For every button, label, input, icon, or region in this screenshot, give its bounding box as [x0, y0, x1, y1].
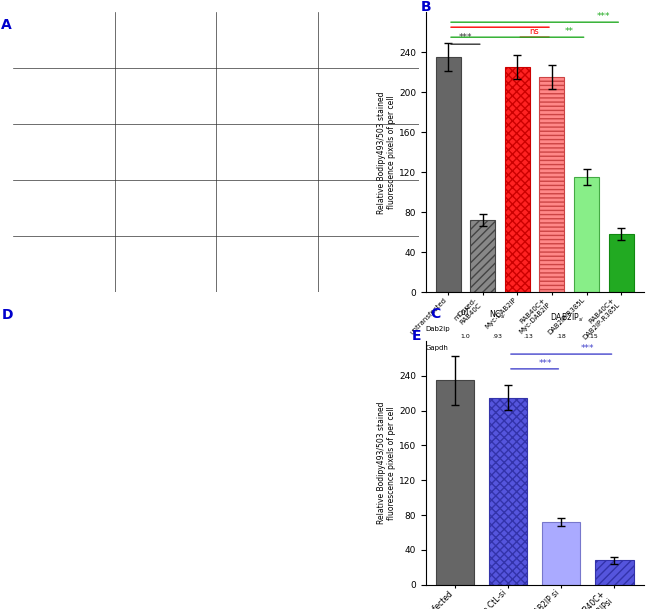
Text: Bodipy493/503: Bodipy493/503 — [31, 16, 89, 26]
Text: RAB40C: RAB40C — [17, 38, 42, 43]
Text: D: D — [2, 308, 14, 322]
Bar — [540, 77, 564, 292]
Bar — [470, 220, 495, 292]
Bar — [608, 234, 634, 292]
Text: RAB40C
DAB2IP-R385L: RAB40C DAB2IP-R385L — [17, 250, 62, 261]
Text: mAF635@Myc-fusions: mAF635@Myc-fusions — [220, 16, 305, 26]
Text: RAB40C
DAB2IP: RAB40C DAB2IP — [17, 138, 42, 149]
Bar — [574, 177, 599, 292]
Bar — [595, 560, 634, 585]
Text: DAB2IP-R385L: DAB2IP-R385L — [17, 197, 62, 202]
Text: ns: ns — [530, 27, 540, 36]
Bar — [436, 380, 474, 585]
Bar — [436, 57, 461, 292]
Text: NC$_{si}$: NC$_{si}$ — [489, 308, 506, 321]
Text: ***: *** — [597, 12, 610, 21]
Text: ***: *** — [459, 33, 472, 42]
Text: DAB2IP: DAB2IP — [17, 88, 40, 93]
Text: Merge: Merge — [352, 16, 376, 26]
Y-axis label: Relative Bodipy493/503 stained
fluorescence pixels of per cell: Relative Bodipy493/503 stained fluoresce… — [376, 91, 396, 214]
Text: .93: .93 — [493, 334, 502, 339]
Text: uT: uT — [460, 308, 470, 317]
Text: DAB2IP$_{si}$: DAB2IP$_{si}$ — [550, 312, 584, 325]
Bar — [489, 398, 527, 585]
Bar — [505, 67, 530, 292]
Text: mDsRed-RAB40C: mDsRed-RAB40C — [129, 16, 194, 26]
Text: .13: .13 — [523, 334, 533, 339]
Text: Dab2ip: Dab2ip — [426, 326, 450, 332]
Text: 1.0: 1.0 — [460, 334, 470, 339]
Text: .15: .15 — [588, 334, 598, 339]
Text: .18: .18 — [556, 334, 566, 339]
Text: **: ** — [565, 27, 574, 36]
Text: C: C — [430, 307, 440, 321]
Text: ***: *** — [538, 359, 552, 368]
Text: A: A — [1, 18, 12, 32]
Y-axis label: Relative Bodipy493/503 stained
fluorescence pixels of per cell: Relative Bodipy493/503 stained fluoresce… — [376, 401, 396, 524]
Text: B: B — [421, 0, 431, 14]
Text: Gapdh: Gapdh — [426, 345, 448, 351]
Text: E: E — [412, 329, 422, 343]
Bar — [542, 522, 580, 585]
Text: ***: *** — [581, 344, 595, 353]
